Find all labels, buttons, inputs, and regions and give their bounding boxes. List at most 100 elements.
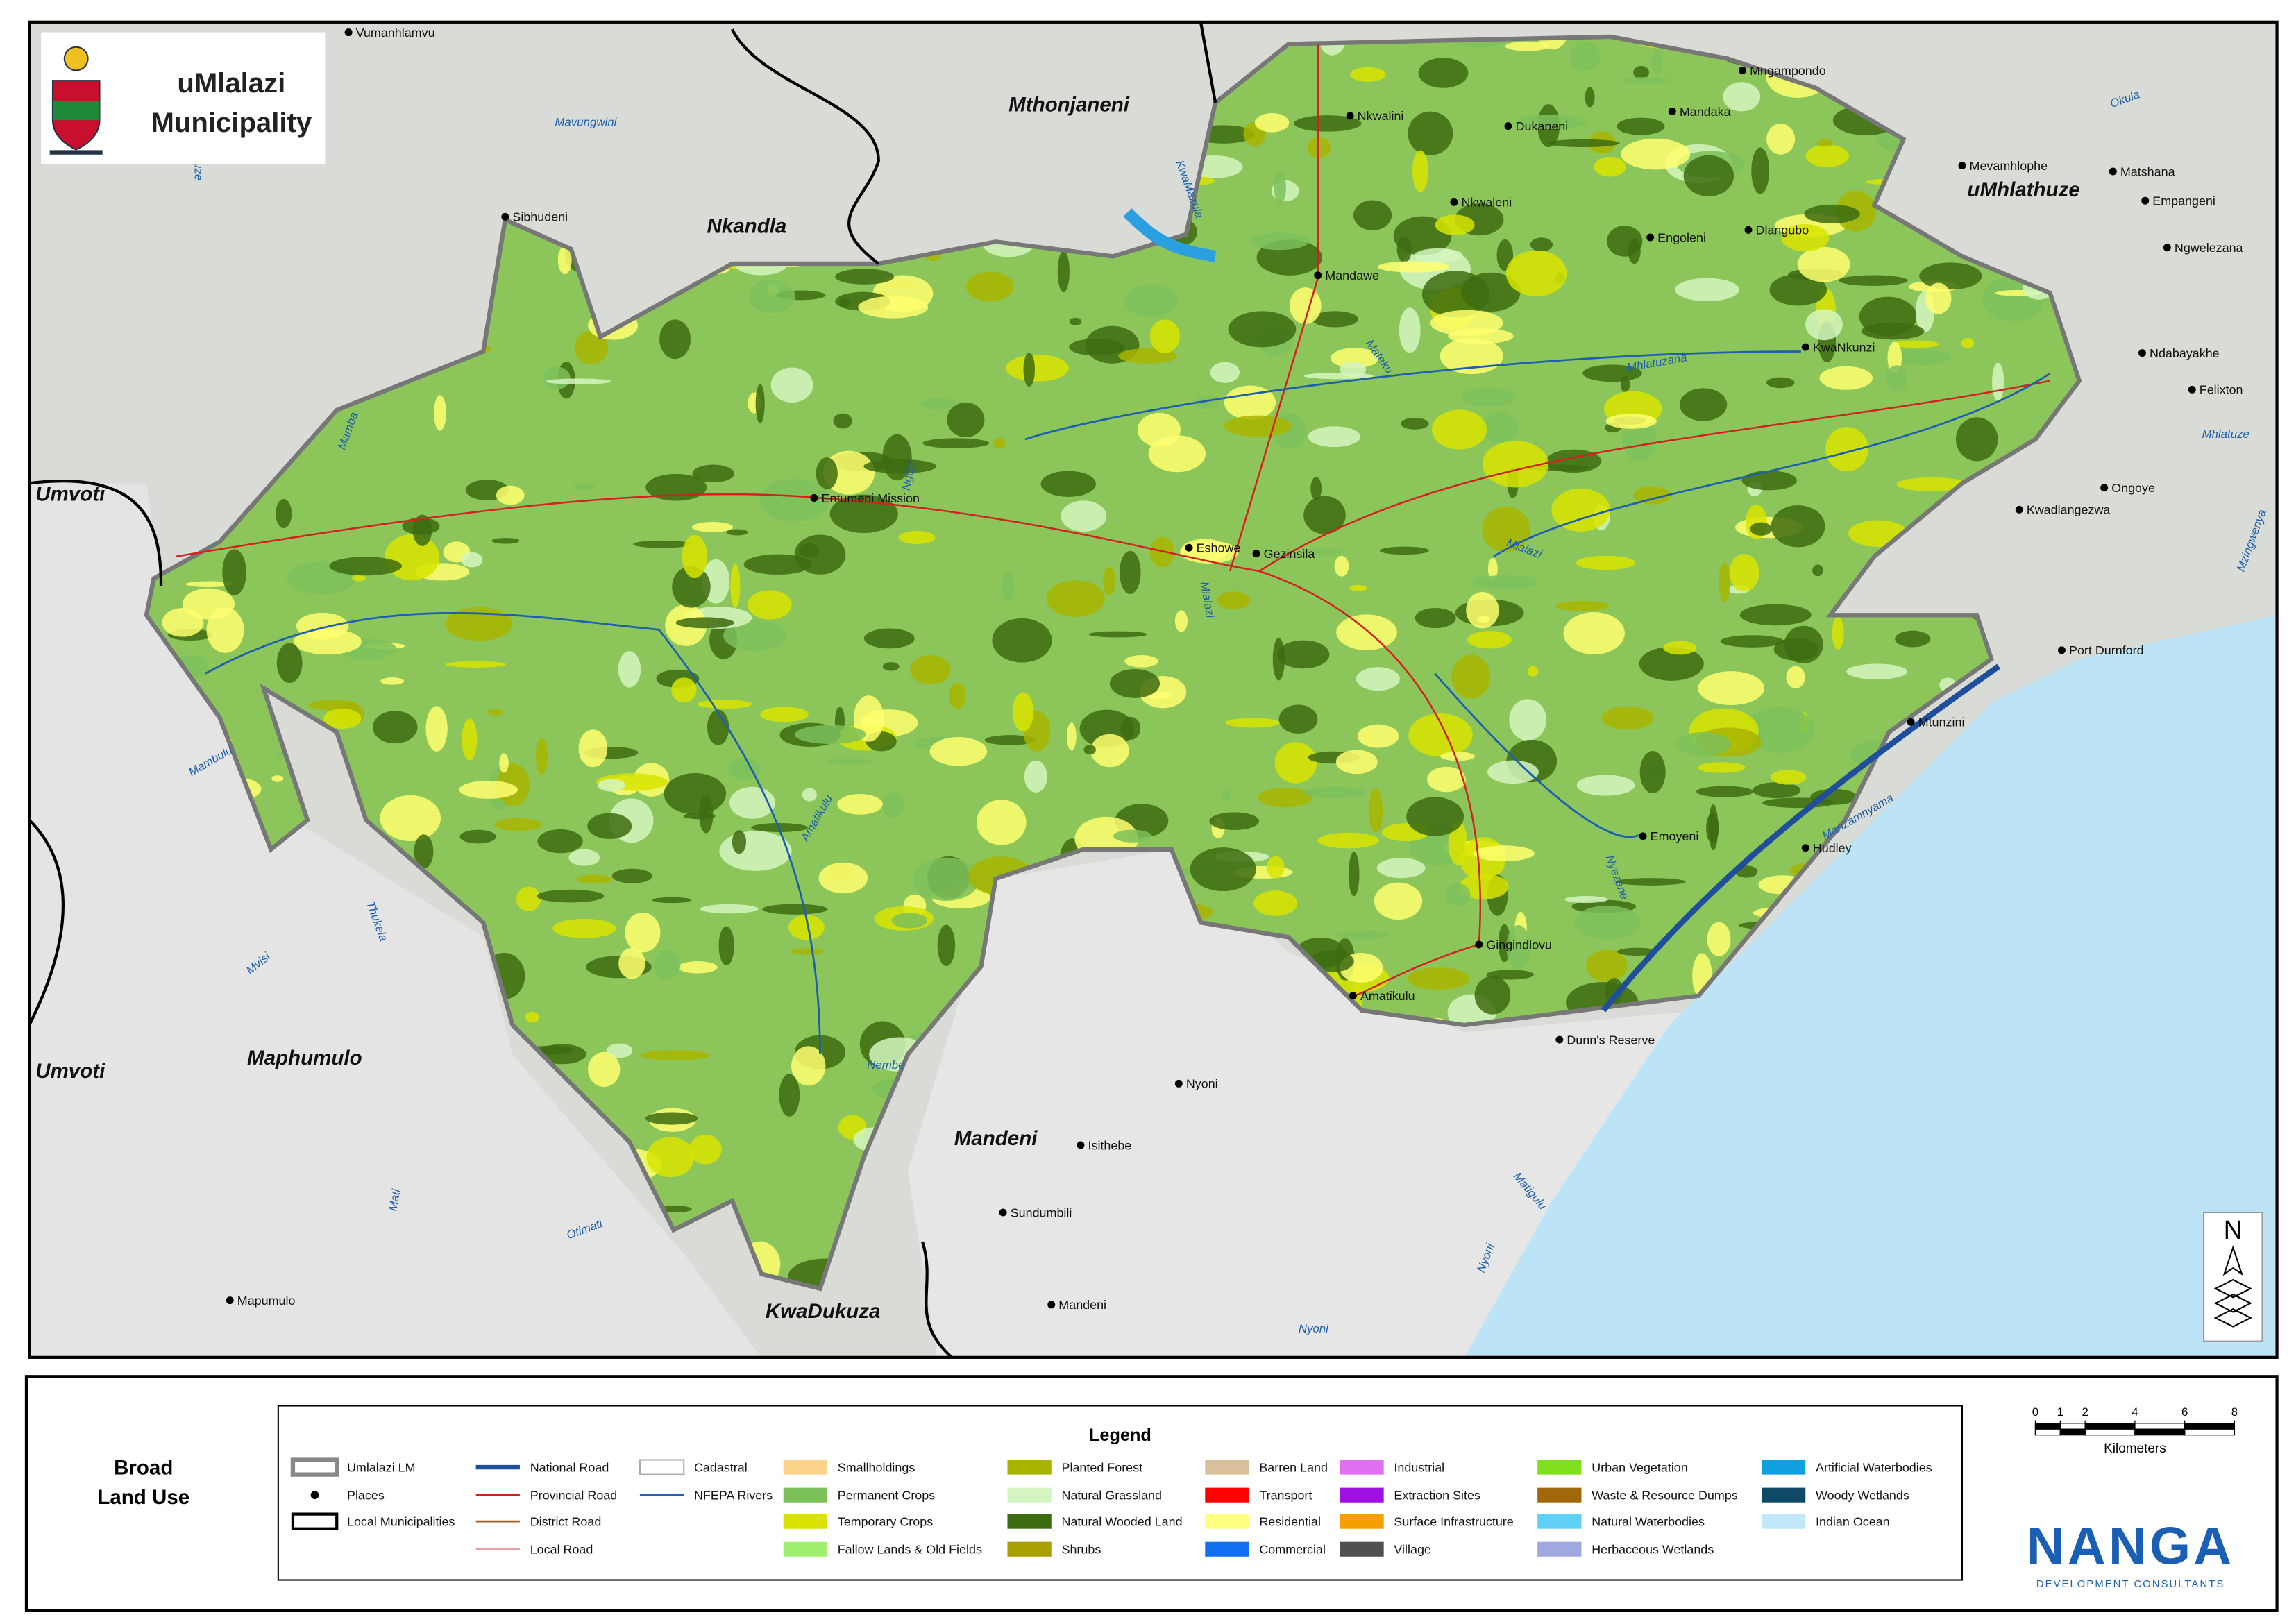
land-patch [1294, 115, 1362, 132]
land-patch [1024, 760, 1047, 793]
land-patch [380, 677, 405, 685]
legend-symbol [1761, 1514, 1806, 1529]
place-marker [1744, 226, 1753, 234]
land-patch [947, 402, 985, 438]
land-patch [912, 857, 980, 901]
place-marker [1475, 940, 1483, 949]
legend-symbol [639, 1459, 685, 1475]
land-patch [1353, 200, 1392, 230]
land-patch [587, 813, 632, 839]
scale-tick-label: 8 [2231, 1405, 2238, 1419]
river-line [204, 350, 2051, 1055]
land-patch [1605, 414, 1657, 429]
legend-symbol [1340, 1541, 1384, 1557]
legend-label: Waste & Resource Dumps [1592, 1489, 1738, 1503]
place-marker [1801, 343, 1809, 351]
land-patch [770, 367, 813, 403]
land-patch [1399, 307, 1421, 353]
ocean [1464, 615, 2277, 1357]
land-patch [726, 529, 748, 536]
place-marker [1314, 271, 1322, 280]
place-marker [999, 1208, 1007, 1217]
place-label: Ndabayakhe [2150, 346, 2220, 360]
place-label: Amatikulu [1360, 989, 1415, 1003]
land-patch [1786, 666, 1805, 688]
land-patch [818, 862, 868, 894]
scale-tick-label: 6 [2181, 1405, 2188, 1419]
place-marker [1252, 550, 1260, 558]
land-patch [1061, 500, 1107, 532]
land-patch [1190, 847, 1256, 892]
legend-label: Indian Ocean [1816, 1514, 1890, 1528]
municipal-boundary [29, 22, 1217, 1357]
land-patch [795, 725, 866, 744]
legend-label: Artificial Waterbodies [1816, 1460, 1932, 1474]
land-patch [1221, 789, 1231, 801]
land-patch [575, 874, 613, 884]
place-label: Mandaka [1680, 105, 1731, 119]
land-patch [659, 319, 691, 360]
land-patch [1487, 760, 1539, 784]
legend: Umlalazi LM Places Local Municipalities Nat… [290, 1457, 1932, 1557]
land-patch [822, 450, 875, 495]
place-marker [2109, 167, 2117, 176]
land-patch [1274, 742, 1317, 784]
dam [1123, 208, 1217, 262]
land-patch [1992, 362, 2004, 402]
legend-symbol [291, 1512, 339, 1530]
land-patch [491, 538, 520, 544]
legend-label: Village [1394, 1543, 1431, 1557]
land-patch [664, 772, 727, 815]
land-patch [1766, 123, 1796, 155]
municipality-label: Nkandla [707, 215, 787, 238]
land-patch [499, 753, 509, 773]
land-patch [790, 948, 824, 955]
land-patch [1224, 385, 1276, 420]
land-patch [992, 618, 1052, 663]
land-patch [1505, 250, 1567, 297]
legend-symbol [1537, 1514, 1582, 1529]
land-patch [1069, 338, 1124, 356]
place-label: Nyoni [1186, 1077, 1218, 1091]
legend-symbol [1007, 1487, 1052, 1503]
place-marker [1077, 1141, 1085, 1149]
land-patch [748, 280, 795, 313]
land-patch [1607, 226, 1643, 257]
land-patch [445, 661, 507, 668]
land-patch [1720, 635, 1784, 648]
place-marker [501, 212, 509, 221]
place-label: Port Durnford [2069, 643, 2144, 657]
land-patch [1308, 137, 1331, 158]
legend-label: Industrial [1394, 1460, 1444, 1474]
land-patch [1617, 117, 1665, 135]
land-patch [1482, 507, 1530, 552]
north-arrow [2213, 1245, 2252, 1328]
land-patch [1224, 415, 1292, 437]
land-patch [1303, 548, 1342, 555]
land-patch [700, 904, 759, 914]
land-patch [1675, 732, 1732, 756]
land-patch [1002, 572, 1015, 602]
place-marker [344, 28, 353, 37]
land-patch [779, 1074, 800, 1117]
land-patch [1083, 745, 1096, 755]
legend-label: Natural Waterbodies [1592, 1514, 1705, 1528]
legend-label: National Road [530, 1460, 609, 1474]
land-patch [1729, 554, 1759, 592]
land-patch [222, 549, 246, 596]
land-patch [1124, 655, 1158, 668]
land-patch [1317, 832, 1379, 849]
land-patch [1088, 631, 1148, 638]
land-patch [1334, 555, 1349, 577]
land-patch [1696, 786, 1754, 797]
place-marker [2188, 385, 2196, 394]
land-patch [1896, 477, 1968, 491]
land-patch [296, 612, 349, 640]
land-patch [858, 296, 929, 319]
land-patch [568, 849, 600, 866]
land-patch [1751, 147, 1770, 194]
land-patch [1576, 555, 1635, 570]
land-patch [557, 246, 572, 275]
municipality-label: uMhlathuze [1967, 178, 2079, 201]
land-patch [1374, 882, 1423, 920]
